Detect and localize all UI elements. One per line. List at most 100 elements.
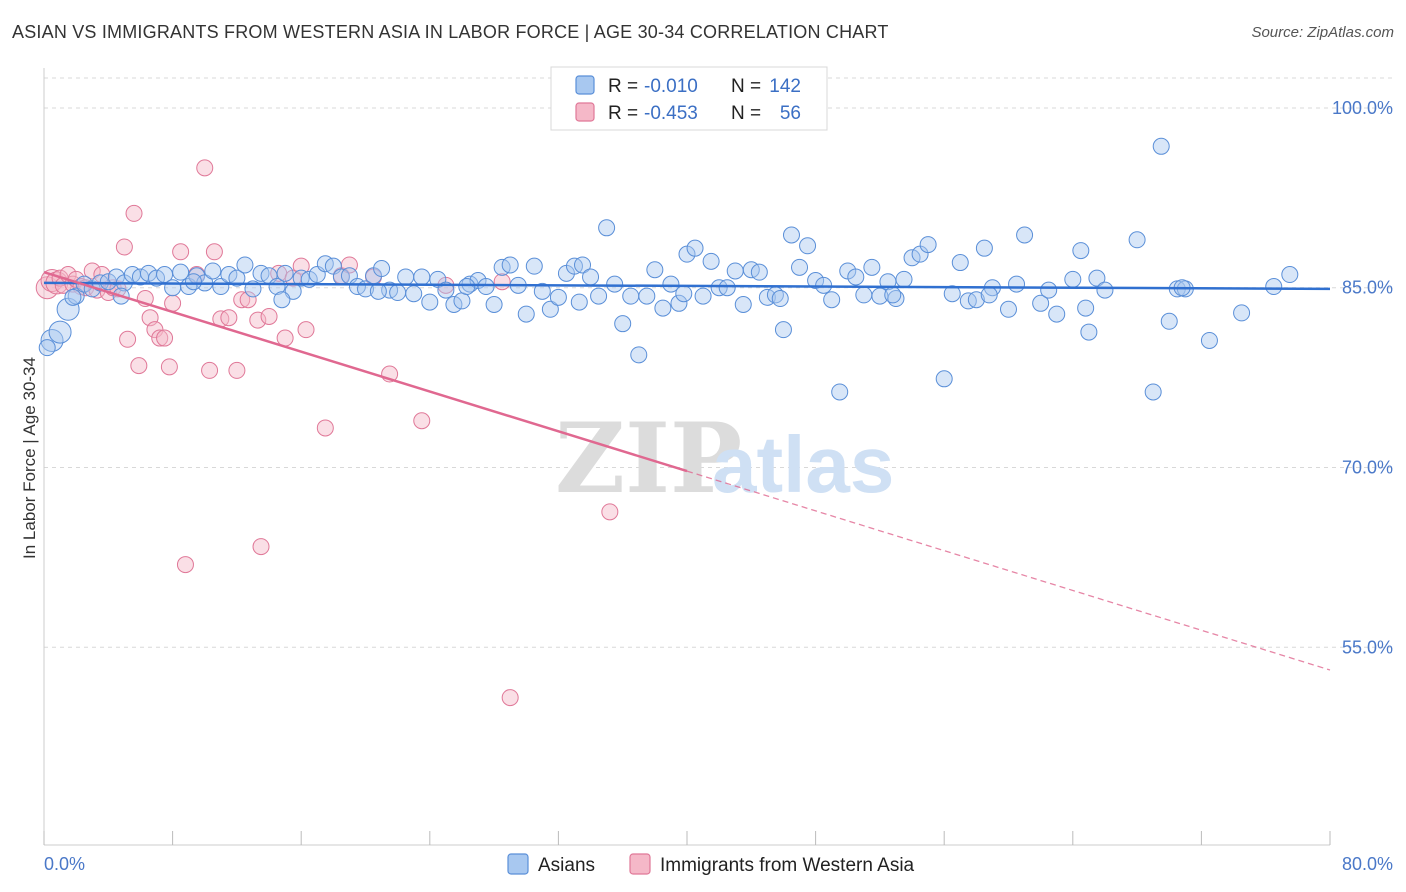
scatter-point-asians bbox=[268, 278, 286, 296]
scatter-point-immigrants bbox=[493, 273, 511, 291]
x-tick-label: 80.0% bbox=[1342, 854, 1393, 874]
scatter-point-immigrants bbox=[130, 357, 148, 375]
y-tick-label: 100.0% bbox=[1332, 98, 1393, 118]
scatter-point-immigrants bbox=[276, 329, 294, 347]
bottom-legend-asians: Asians bbox=[538, 855, 595, 876]
scatter-point-asians bbox=[903, 249, 921, 267]
scatter-point-immigrants bbox=[292, 257, 310, 275]
scatter-point-asians bbox=[570, 293, 588, 311]
scatter-point-immigrants bbox=[172, 243, 190, 261]
scatter-point-asians bbox=[975, 239, 993, 257]
scatter-point-immigrants bbox=[220, 309, 238, 327]
bottom-legend: Asians Immigrants from Western Asia bbox=[507, 853, 915, 876]
scatter-point-asians bbox=[726, 262, 744, 280]
scatter-point-asians bbox=[1040, 281, 1058, 299]
legend-swatch-immigrants bbox=[575, 102, 595, 122]
legend-swatch-asians bbox=[575, 75, 595, 95]
scatter-point-asians bbox=[276, 264, 294, 282]
scatter-point-immigrants bbox=[205, 243, 223, 261]
scatter-point-asians bbox=[1265, 278, 1283, 296]
scatter-point-asians bbox=[477, 278, 495, 296]
scatter-point-immigrants bbox=[239, 291, 257, 309]
scatter-point-asians bbox=[895, 270, 913, 288]
scatter-point-asians bbox=[1016, 226, 1034, 244]
scatter-point-asians bbox=[421, 293, 439, 311]
scatter-point-immigrants bbox=[160, 358, 178, 376]
scatter-point-asians bbox=[1048, 305, 1066, 323]
scatter-point-asians bbox=[951, 254, 969, 272]
scatter-point-asians bbox=[204, 262, 222, 280]
scatter-point-immigrants bbox=[151, 329, 169, 347]
scatter-point-asians bbox=[1064, 270, 1082, 288]
legend-n-value-2: 56 bbox=[780, 103, 801, 124]
scatter-point-asians bbox=[919, 236, 937, 254]
scatter-point-asians bbox=[774, 321, 792, 339]
scatter-point-asians bbox=[654, 299, 672, 317]
scatter-point-asians bbox=[662, 275, 680, 293]
scatter-point-asians bbox=[549, 288, 567, 306]
scatter-point-asians bbox=[782, 226, 800, 244]
scatter-point-asians bbox=[1032, 294, 1050, 312]
scatter-point-asians bbox=[485, 296, 503, 314]
scatter-point-asians bbox=[1144, 383, 1162, 401]
scatter-point-asians bbox=[606, 275, 624, 293]
chart-title: ASIAN VS IMMIGRANTS FROM WESTERN ASIA IN… bbox=[12, 22, 889, 42]
trend-line-immigrants-dashed bbox=[686, 470, 1331, 671]
scatter-point-asians bbox=[980, 286, 998, 304]
legend-r-value-2: -0.453 bbox=[644, 103, 698, 124]
scatter-point-asians bbox=[646, 261, 664, 279]
scatter-point-asians bbox=[437, 281, 455, 299]
scatter-point-asians bbox=[935, 370, 953, 388]
scatter-point-asians bbox=[40, 328, 64, 352]
scatter-point-asians bbox=[702, 252, 720, 270]
scatter-point-immigrants bbox=[252, 538, 270, 556]
y-axis-title: In Labor Force | Age 30-34 bbox=[20, 357, 39, 559]
scatter-point-asians bbox=[413, 268, 431, 286]
scatter-point-asians bbox=[863, 258, 881, 276]
scatter-point-immigrants bbox=[413, 412, 431, 430]
scatter-point-asians bbox=[771, 290, 789, 308]
scatter-point-asians bbox=[855, 286, 873, 304]
scatter-point-immigrants bbox=[260, 307, 278, 325]
scatter-point-asians bbox=[791, 258, 809, 276]
source-label: Source: ZipAtlas.com bbox=[1251, 24, 1394, 41]
scatter-point-asians bbox=[884, 286, 902, 304]
trend-line-immigrants bbox=[43, 270, 688, 473]
scatter-point-immigrants bbox=[201, 361, 219, 379]
scatter-point-asians bbox=[694, 287, 712, 305]
scatter-point-asians bbox=[164, 279, 182, 297]
scatter-point-asians bbox=[670, 294, 688, 312]
y-tick-label: 70.0% bbox=[1342, 457, 1393, 477]
legend-n-value-1: 142 bbox=[769, 76, 801, 97]
scatter-point-asians bbox=[1200, 331, 1218, 349]
scatter-point-asians bbox=[718, 279, 736, 297]
scatter-point-immigrants bbox=[249, 311, 267, 329]
x-tick-label: 0.0% bbox=[44, 854, 85, 874]
grid-lines bbox=[44, 77, 1395, 648]
scatter-point-immigrants bbox=[228, 361, 246, 379]
scatter-point-asians bbox=[1152, 137, 1170, 155]
scatter-point-asians bbox=[1000, 300, 1017, 318]
legend-r-label-1: R = bbox=[608, 76, 638, 97]
scatter-point-asians bbox=[517, 305, 535, 323]
scatter-point-asians bbox=[1080, 323, 1098, 341]
scatter-point-asians bbox=[1008, 275, 1026, 293]
scatter-point-asians bbox=[622, 287, 640, 305]
scatter-point-asians bbox=[541, 300, 559, 318]
scatter-point-asians bbox=[1088, 269, 1106, 287]
scatter-point-asians bbox=[405, 285, 423, 303]
bottom-swatch-immigrants bbox=[629, 853, 651, 875]
scatter-point-asians bbox=[1233, 304, 1251, 322]
scatter-point-asians bbox=[453, 292, 471, 310]
scatter-point-asians bbox=[943, 285, 961, 303]
top-legend: R = -0.010 N = 142 R = -0.453 N = 56 bbox=[550, 66, 828, 131]
scatter-point-asians bbox=[598, 219, 616, 237]
scatter-point-immigrants bbox=[316, 419, 334, 437]
legend-n-label-2: N = bbox=[731, 103, 761, 124]
y-tick-label: 85.0% bbox=[1342, 278, 1393, 298]
scatter-point-asians bbox=[172, 263, 190, 281]
scatter-point-immigrants bbox=[501, 689, 519, 707]
scatter-point-asians bbox=[675, 285, 693, 303]
scatter-point-asians bbox=[967, 291, 985, 309]
